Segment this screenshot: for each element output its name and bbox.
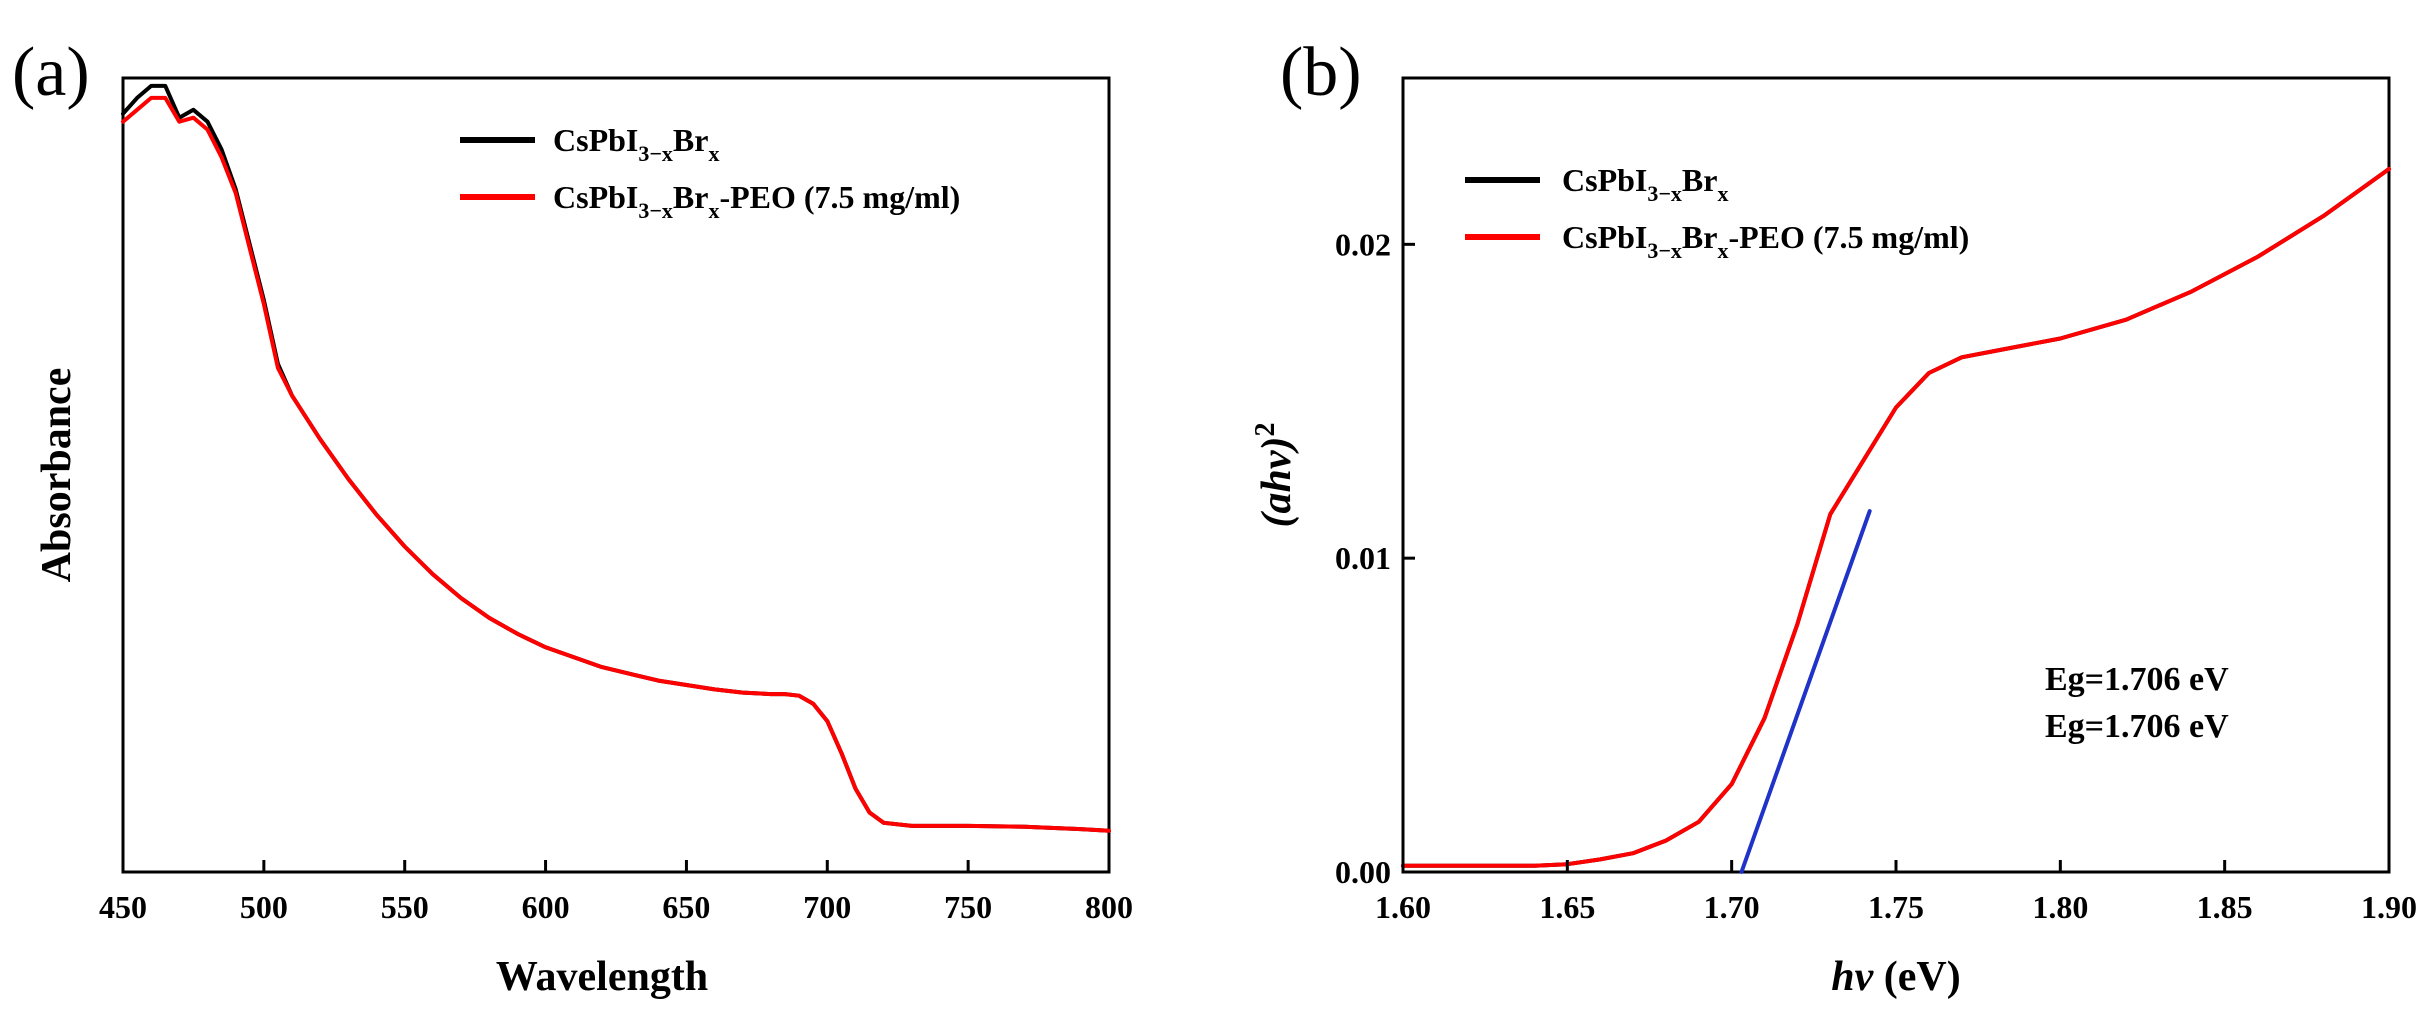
series-b-1 [1401,167,2391,868]
eg-annotation-0: Eg=1.706 eV [2045,661,2229,698]
plot-frame-a [121,76,1111,874]
x-tick-label-a-3: 600 [522,889,570,925]
legend-a: CsPbI3−xBrx CsPbI3−xBrx-PEO (7.5 mg/ml) [460,122,960,223]
x-tick-label-b-6: 1.90 [2361,889,2417,925]
x-tick-label-a-1: 500 [240,889,288,925]
panel-b: (b) 1.60 1.65 1.70 1.75 1.80 1.85 1.90 0.000.0… [1250,34,2417,1000]
x-tick-label-a-2: 550 [381,889,429,925]
x-tick-label-b-4: 1.80 [2032,889,2088,925]
panel-a-label: (a) [12,34,90,111]
x-tick-label-b-1: 1.65 [1539,889,1595,925]
x-tick-label-b-3: 1.75 [1868,889,1924,925]
legend-entry-b-0: CsPbI3−xBrx [1562,162,1728,206]
x-tick-label-a-4: 650 [662,889,710,925]
legend-entry-b-1: CsPbI3−xBrx-PEO (7.5 mg/ml) [1562,219,1969,263]
eg-annotation-1: Eg=1.706 eV [2045,708,2229,745]
panel-a: (a) 450 500 550 600 650 700 750 800 Wavelength … [12,34,1133,1000]
series-b-2 [1739,509,1872,874]
y-axis-label-b: (ahv)2 [1250,423,1300,528]
x-tick-label-a-0: 450 [99,889,147,925]
y-axis-label-a: Absorbance [34,368,80,583]
legend-entry-a-0: CsPbI3−xBrx [553,122,719,166]
x-tick-label-a-6: 750 [944,889,992,925]
y-ticks-b: 0.00 0.01 0.02 [1335,226,1415,890]
series-b-0 [1401,167,2391,868]
x-tick-label-a-5: 700 [803,889,851,925]
series-group-b [1401,167,2391,874]
legend-entry-a-1: CsPbI3−xBrx-PEO (7.5 mg/ml) [553,179,960,223]
x-tick-label-b-2: 1.70 [1704,889,1760,925]
x-tick-label-b-5: 1.85 [2197,889,2253,925]
y-tick-label-b-1: 0.01 [1335,540,1391,576]
panel-b-label: (b) [1280,34,1362,111]
x-ticks-a: 450 500 550 600 650 700 750 800 [99,860,1133,925]
plot-frame-b [1401,76,2391,874]
series-group-a [121,83,1111,833]
series-a-1 [121,95,1111,833]
x-ticks-b: 1.60 1.65 1.70 1.75 1.80 1.85 1.90 [1375,860,2417,925]
x-axis-label-a: Wavelength [496,954,708,1000]
legend-b: CsPbI3−xBrx CsPbI3−xBrx-PEO (7.5 mg/ml) [1465,162,1969,263]
x-tick-label-a-7: 800 [1085,889,1133,925]
y-tick-label-b-0: 0.00 [1335,854,1391,890]
x-tick-label-b-0: 1.60 [1375,889,1431,925]
x-axis-label-b: hv (eV) [1831,954,1960,1000]
y-tick-label-b-2: 0.02 [1335,226,1391,262]
